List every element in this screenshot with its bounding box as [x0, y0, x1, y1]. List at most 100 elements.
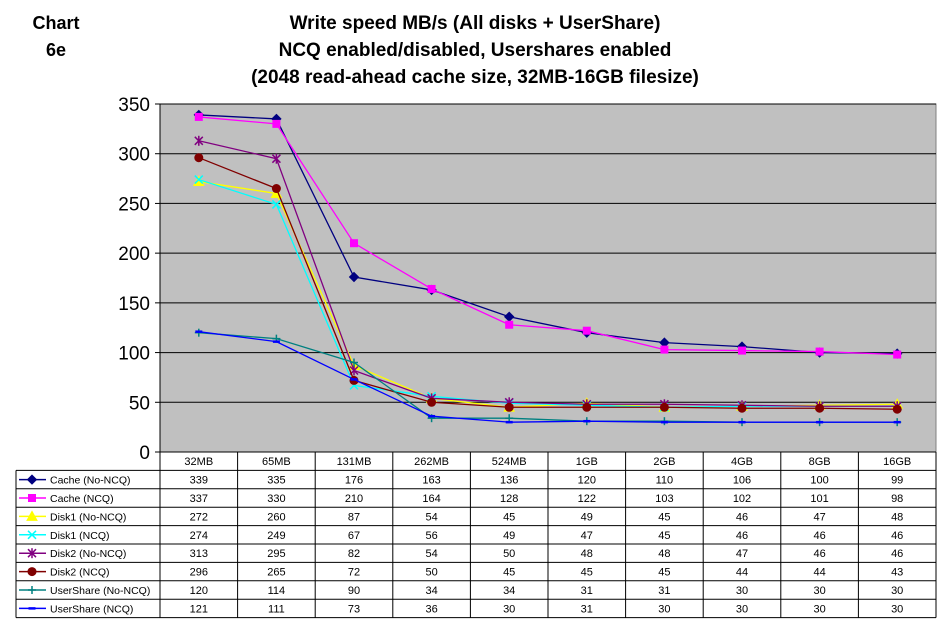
data-label: 44 [736, 567, 748, 579]
data-label: 67 [348, 530, 360, 542]
data-point-disk1-ncq [194, 175, 204, 185]
data-point-cache-ncq [272, 119, 281, 128]
legend-label-cache-no-ncq: Cache (No-NCQ) [50, 475, 131, 487]
data-label: 72 [348, 567, 360, 579]
series-line-cache-ncq [198, 116, 898, 356]
chart-number-label: Chart 6e [0, 10, 112, 64]
data-point-cache-no-ncq [348, 271, 360, 283]
legend-marker-cache-ncq [28, 494, 36, 502]
data-point-cache-ncq [660, 345, 669, 354]
data-label: 46 [736, 530, 748, 542]
data-label: 122 [578, 493, 596, 505]
data-point-usershare-no-ncq [505, 414, 514, 423]
data-label: 296 [190, 567, 208, 579]
y-tick-label: 350 [118, 95, 150, 116]
data-label: 46 [891, 530, 903, 542]
x-tick-label: 16GB [883, 456, 911, 468]
data-label: 111 [268, 603, 285, 615]
x-tick-label: 2GB [653, 456, 675, 468]
data-label: 30 [891, 585, 903, 597]
y-tick-label: 0 [139, 443, 150, 464]
data-point-cache-ncq [738, 346, 746, 355]
data-label: 49 [503, 530, 515, 542]
data-point-disk2-ncq [194, 153, 204, 163]
data-label: 54 [425, 548, 437, 560]
data-label: 50 [425, 567, 437, 579]
series-line-cache-no-ncq [198, 114, 898, 355]
data-label: 45 [581, 567, 593, 579]
x-tick-label: 8GB [809, 456, 831, 468]
data-label: 30 [891, 603, 903, 615]
data-label: 47 [736, 548, 748, 560]
data-point-cache-ncq [505, 320, 514, 329]
data-label: 99 [891, 475, 903, 487]
series-line-disk2-no-ncq [198, 140, 898, 407]
data-point-disk2-ncq [815, 403, 825, 413]
y-tick-label: 200 [118, 244, 150, 265]
data-label: 249 [267, 530, 285, 542]
data-label: 30 [736, 603, 748, 615]
data-label: 46 [891, 548, 903, 560]
data-label: 34 [425, 585, 437, 597]
data-label: 110 [656, 475, 674, 487]
data-label: 45 [658, 511, 670, 523]
legend-label-usershare-ncq: UserShare (NCQ) [50, 603, 133, 615]
legend-marker-disk2-ncq [27, 567, 37, 577]
data-label: 50 [503, 548, 515, 560]
data-label: 30 [813, 585, 825, 597]
data-label: 295 [267, 548, 285, 560]
x-tick-label: 1GB [576, 456, 598, 468]
data-point-disk2-ncq [504, 402, 514, 412]
data-label: 176 [345, 475, 363, 487]
y-tick-label: 150 [118, 294, 150, 315]
data-label: 46 [736, 511, 748, 523]
data-label: 46 [813, 548, 825, 560]
data-label: 30 [736, 585, 748, 597]
series-line-usershare-ncq [198, 331, 898, 423]
chart-title: Write speed MB/s (All disks + UserShare)… [160, 10, 790, 91]
legend-label-disk1-ncq: Disk1 (NCQ) [50, 530, 110, 542]
x-tick-label: 4GB [731, 456, 753, 468]
data-label: 272 [190, 511, 208, 523]
data-point-usershare-no-ncq [350, 358, 358, 367]
legend-marker-disk1-no-ncq [26, 510, 38, 521]
data-label: 48 [891, 511, 903, 523]
data-label: 102 [733, 493, 751, 505]
data-label: 44 [813, 567, 825, 579]
data-point-disk1-ncq [271, 199, 281, 209]
data-label: 31 [581, 585, 593, 597]
data-point-disk2-no-ncq [271, 153, 281, 164]
legend-marker-cache-no-ncq [26, 474, 38, 485]
data-point-disk2-ncq [659, 402, 669, 412]
data-point-disk2-no-ncq [194, 135, 204, 146]
legend-label-disk1-no-ncq: Disk1 (No-NCQ) [50, 511, 126, 523]
data-label: 31 [581, 603, 593, 615]
chart-label-line-2: 6e [45, 40, 67, 60]
x-tick-label: 32MB [184, 456, 213, 468]
data-label: 98 [891, 493, 903, 505]
data-label: 265 [267, 567, 285, 579]
chart-title-line-3: (2048 read-ahead cache size, 32MB-16GB f… [251, 67, 699, 88]
data-label: 30 [658, 603, 670, 615]
data-label: 45 [503, 511, 515, 523]
data-label: 210 [345, 493, 363, 505]
data-label: 48 [581, 548, 593, 560]
data-label: 163 [422, 475, 440, 487]
data-point-cache-ncq [815, 347, 824, 356]
data-label: 313 [190, 548, 208, 560]
y-tick-label: 250 [118, 194, 150, 215]
data-label: 87 [348, 511, 360, 523]
x-tick-label: 65MB [262, 456, 291, 468]
data-label: 128 [500, 493, 518, 505]
data-label: 274 [190, 530, 208, 542]
data-label: 335 [267, 475, 285, 487]
data-label: 103 [655, 493, 673, 505]
series-line-disk2-ncq [198, 157, 898, 410]
data-label: 47 [813, 511, 825, 523]
data-label: 82 [348, 548, 360, 560]
legend-label-disk2-ncq: Disk2 (NCQ) [50, 567, 110, 579]
data-label: 48 [658, 548, 670, 560]
data-label: 45 [658, 530, 670, 542]
chart-title-line-2: NCQ enabled/disabled, Usershares enabled [278, 40, 672, 61]
